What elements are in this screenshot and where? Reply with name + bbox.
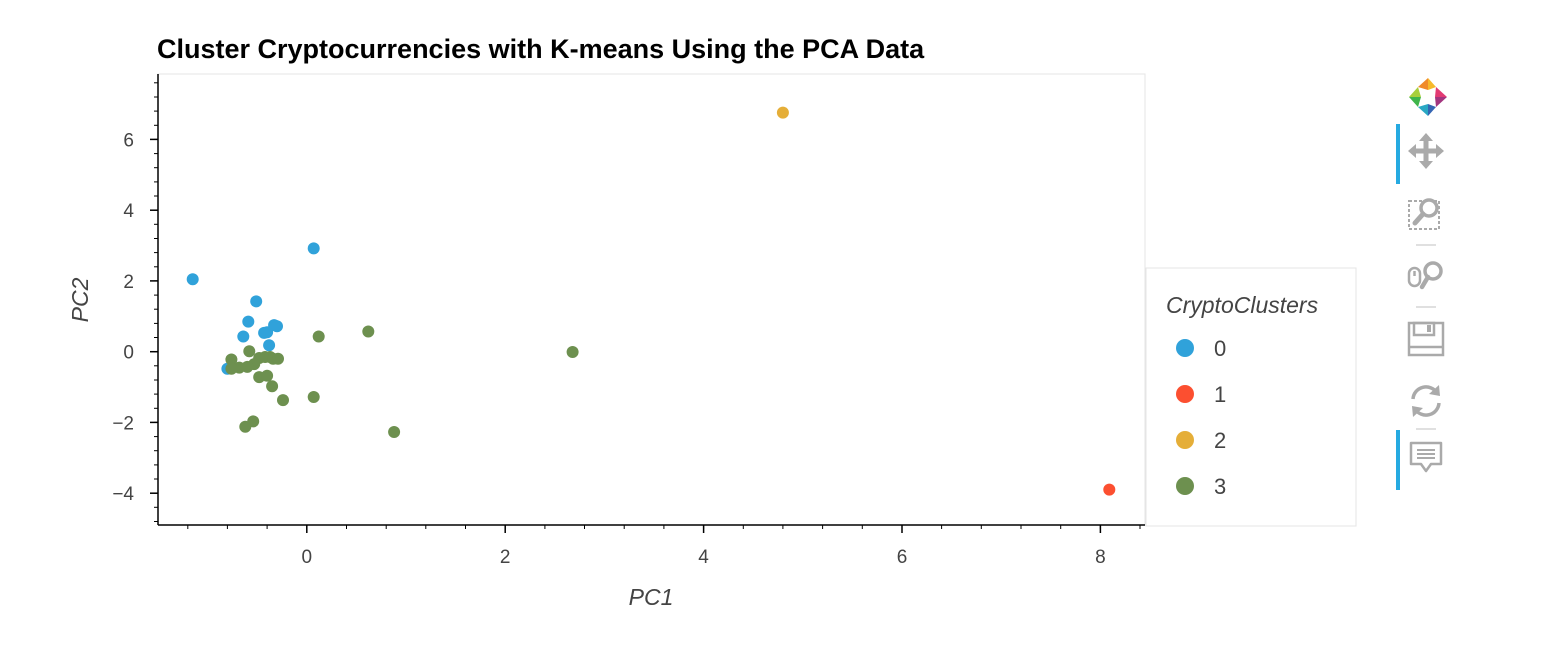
point-cluster-3-9[interactable] [272,352,284,365]
y-tick-label: 2 [123,272,134,293]
point-cluster-3-16[interactable] [266,380,279,393]
point-cluster-0-1[interactable] [307,242,320,255]
save-icon [1407,321,1445,357]
legend-label-2: 2 [1214,428,1226,453]
wheel-zoom-tool-button[interactable] [1396,250,1456,304]
wheel-zoom-icon [1407,261,1443,290]
hover-icon [1409,441,1443,473]
point-cluster-0-7[interactable] [261,326,274,339]
x-tick-label: 4 [698,547,709,568]
y-tick-label: 6 [123,130,134,151]
y-tick-label: −4 [112,484,134,505]
x-axis: 0 2 4 6 8 [158,524,1145,568]
active-indicator [1396,430,1400,490]
y-tick-label: 0 [123,343,134,364]
y-tick-label: −2 [112,413,134,434]
legend-marker-0 [1176,339,1194,357]
point-cluster-3-15[interactable] [261,369,274,382]
x-axis-label: PC1 [629,584,674,610]
point-cluster-3-18[interactable] [307,391,320,403]
point-cluster-3-0[interactable] [312,330,325,343]
x-tick-label: 0 [302,547,313,568]
legend-label-1: 1 [1214,382,1226,407]
point-cluster-3-17[interactable] [277,394,289,407]
save-tool-button[interactable] [1396,312,1456,366]
y-tick-label: 4 [123,201,134,222]
legend-marker-1 [1176,385,1194,403]
box-zoom-icon [1408,198,1440,230]
x-tick-label: 6 [897,547,908,568]
point-cluster-2-0[interactable] [776,106,789,119]
chart-title: Cluster Cryptocurrencies with K-means Us… [157,34,925,64]
y-axis-label: PC2 [67,277,93,322]
legend: CryptoClusters 0 1 2 3 [1145,267,1357,527]
y-axis: −4 −2 0 2 4 6 [112,74,159,525]
bokeh-logo-icon[interactable] [1396,68,1456,122]
active-indicator [1396,124,1400,184]
point-cluster-3-4[interactable] [243,345,256,358]
point-cluster-3-21[interactable] [239,420,252,433]
hover-tool-button[interactable] [1396,430,1456,490]
scatter-points [186,106,1116,496]
point-cluster-0-2[interactable] [250,295,263,308]
point-cluster-3-2[interactable] [566,346,579,358]
reset-tool-button[interactable] [1396,374,1456,428]
pan-tool-button[interactable] [1396,124,1456,184]
reset-icon [1411,385,1441,417]
box-zoom-tool-button[interactable] [1396,186,1456,240]
point-cluster-0-5[interactable] [271,320,283,333]
pan-icon [1408,133,1444,169]
legend-marker-3 [1176,477,1194,495]
point-cluster-1-0[interactable] [1103,483,1116,496]
point-cluster-0-8[interactable] [237,330,250,343]
legend-label-0: 0 [1214,336,1226,361]
point-cluster-0-3[interactable] [242,315,255,328]
x-tick-label: 2 [500,547,511,568]
legend-title: CryptoClusters [1166,292,1319,318]
point-cluster-3-1[interactable] [362,325,375,338]
point-cluster-0-9[interactable] [263,339,276,352]
plot-frame[interactable] [157,73,1146,526]
legend-label-3: 3 [1214,474,1226,499]
point-cluster-0-0[interactable] [186,273,199,286]
point-cluster-3-3[interactable] [225,353,238,366]
point-cluster-3-13[interactable] [225,362,238,375]
toolbar [1396,68,1456,498]
legend-marker-2 [1176,431,1194,449]
point-cluster-3-19[interactable] [388,426,401,438]
x-tick-label: 8 [1095,547,1106,568]
